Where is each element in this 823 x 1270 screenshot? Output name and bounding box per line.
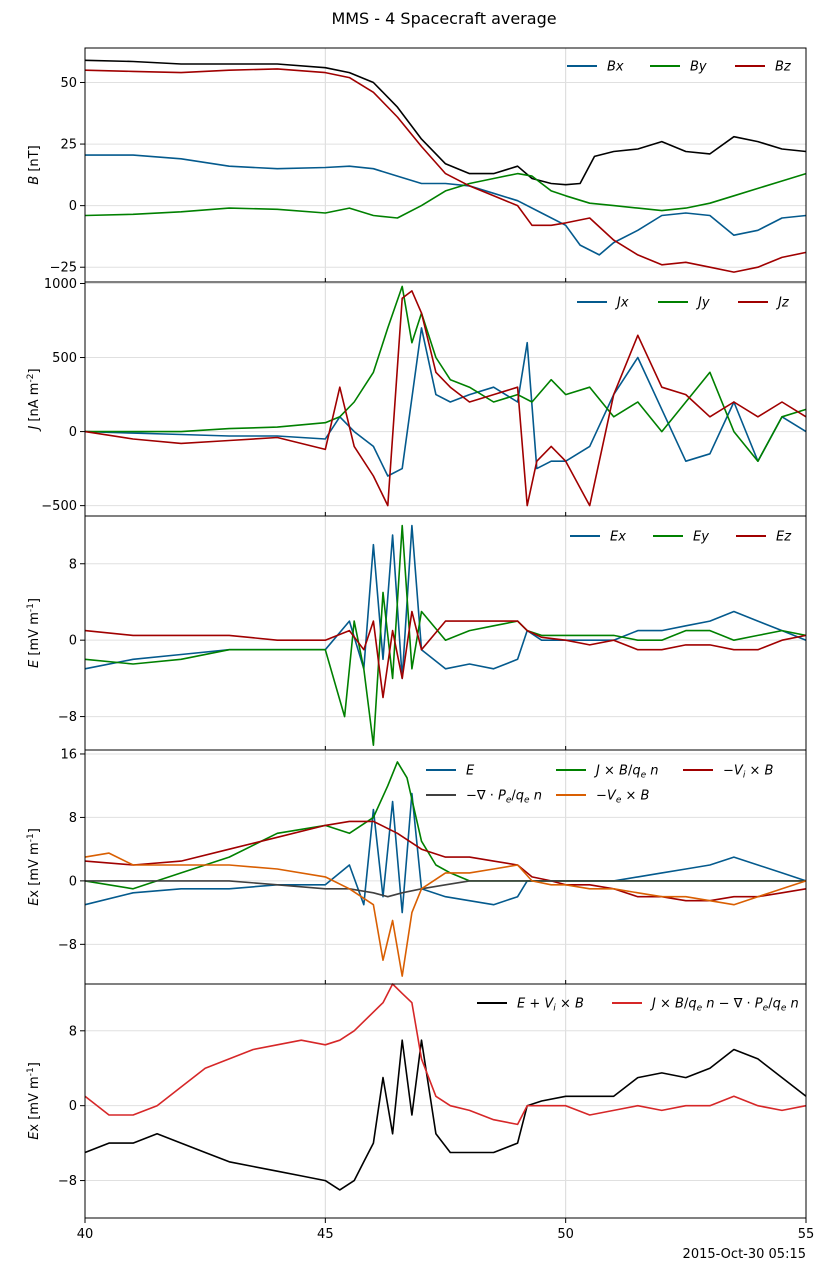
series-line-series-3 [85, 880, 806, 898]
series-line-series-1 [84, 761, 806, 890]
y-tick-label: 1000 [44, 277, 77, 292]
x-tick-label: 55 [798, 1227, 815, 1242]
series-line-series-2 [84, 610, 807, 699]
y-tick-label: −8 [58, 938, 77, 953]
figure-title: MMS - 4 Spacecraft average [331, 9, 556, 28]
y-tick-label: 50 [60, 76, 77, 91]
series-line-series-3 [84, 68, 807, 273]
panel-3: −8 0 8 16 Ex [mV m-1] E J × B/qe n −Vi × B −∇ · … [26, 747, 807, 985]
series-line-series-0 [84, 327, 807, 477]
panel-4: −8 0 8 Ex [mV m-1] E + Vi × B J × B/qe n − ∇ … [26, 983, 815, 1242]
legend-label: Bz [775, 60, 792, 75]
series-line-series-0 [84, 524, 807, 680]
x-tick-label: 45 [317, 1227, 334, 1242]
legend-label: J × B/qe n − ∇ · Pe/qe n [649, 997, 799, 1014]
y-tick-label: 8 [69, 811, 77, 826]
y-tick-label: 25 [60, 138, 77, 153]
y-tick-label: −8 [58, 1174, 77, 1189]
series-line-series-2 [84, 290, 807, 507]
timestamp-label: 2015-Oct-30 05:15 [683, 1247, 806, 1262]
legend-label: Jz [775, 296, 790, 311]
y-tick-label: 16 [60, 747, 77, 762]
axes-frame [84, 515, 807, 751]
y-axis-label: B [nT] [27, 145, 42, 184]
y-tick-label: 8 [69, 557, 77, 572]
legend-label: E [466, 764, 475, 779]
x-tick-label: 50 [557, 1227, 574, 1242]
legend-label: Ex [610, 530, 626, 545]
series-line-magnitude [84, 59, 807, 186]
legend-label: E + Vi × B [517, 997, 584, 1014]
y-tick-label: 500 [52, 351, 77, 366]
legend-label: By [690, 60, 707, 75]
x-tick-label: 40 [77, 1227, 94, 1242]
legend-label: Ey [693, 530, 709, 545]
series-line-series-0 [84, 1039, 807, 1191]
series-line-series-1 [84, 983, 807, 1126]
panel-0: −25 0 25 50 B [nT] Bx By Bz [27, 47, 807, 283]
series-line-series-1 [85, 285, 807, 463]
legend-label: Bx [607, 60, 624, 75]
legend-label: Ez [776, 530, 792, 545]
y-tick-label: 0 [69, 1099, 77, 1114]
legend-label: Jy [695, 296, 710, 311]
legend-label: Jx [614, 296, 629, 311]
y-axis-label: Ex [mV m-1] [26, 1062, 42, 1140]
y-axis-label: Ex [mV m-1] [26, 828, 42, 906]
series-line-series-1 [84, 524, 807, 747]
series-line-series-4 [84, 852, 807, 977]
series-line-series-1 [85, 154, 807, 256]
y-tick-label: 0 [69, 425, 77, 440]
series-line-series-0 [84, 792, 807, 914]
y-axis-label: J [nA m-2] [26, 368, 42, 432]
panel-2: −8 0 8 E [mV m-1] Ex Ey Ez [26, 515, 807, 751]
y-tick-label: −8 [58, 710, 77, 725]
y-tick-label: −25 [50, 261, 77, 276]
axes-frame [84, 47, 807, 283]
legend-label: J × B/qe n [593, 764, 659, 781]
legend-label: −Ve × B [596, 789, 650, 806]
legend-label: −Vi × B [723, 764, 774, 781]
y-tick-label: −500 [41, 499, 77, 514]
y-axis-label: E [mV m-1] [26, 598, 42, 668]
series-line-series-2 [84, 172, 807, 219]
axes-frame [84, 983, 807, 1219]
panel-1: −500 0 500 1000 J [nA m-2] Jx Jy Jz [26, 277, 807, 517]
y-tick-label: 0 [69, 634, 77, 649]
y-tick-label: 0 [69, 199, 77, 214]
legend-label: −∇ · Pe/qe n [466, 789, 542, 806]
y-tick-label: 8 [69, 1024, 77, 1039]
y-tick-label: 0 [69, 874, 77, 889]
